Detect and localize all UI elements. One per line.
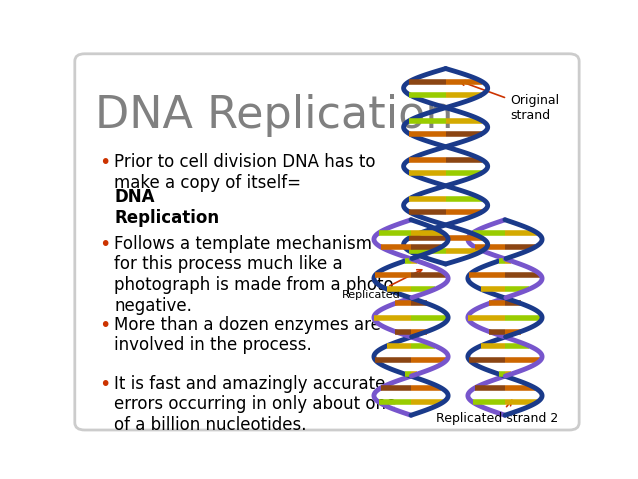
Text: •: • bbox=[100, 316, 111, 335]
Text: Prior to cell division DNA has to
make a copy of itself=: Prior to cell division DNA has to make a… bbox=[114, 153, 376, 192]
Text: Follows a template mechanism
for this process much like a
photograph is made fro: Follows a template mechanism for this pr… bbox=[114, 235, 394, 315]
Text: DNA
Replication: DNA Replication bbox=[114, 188, 219, 227]
Text: •: • bbox=[100, 153, 111, 172]
FancyBboxPatch shape bbox=[75, 54, 579, 430]
Text: •: • bbox=[100, 375, 111, 394]
Text: Original
strand: Original strand bbox=[460, 80, 559, 122]
Text: More than a dozen enzymes are
involved in the process.: More than a dozen enzymes are involved i… bbox=[114, 316, 382, 354]
Text: DNA Replication: DNA Replication bbox=[94, 94, 453, 137]
Text: Replicated: Replicated bbox=[342, 270, 422, 300]
Text: •: • bbox=[100, 235, 111, 253]
Text: It is fast and amazingly accurate-
errors occurring in only about one
of a billi: It is fast and amazingly accurate- error… bbox=[114, 375, 397, 434]
Text: Replicated strand 2: Replicated strand 2 bbox=[436, 400, 558, 424]
